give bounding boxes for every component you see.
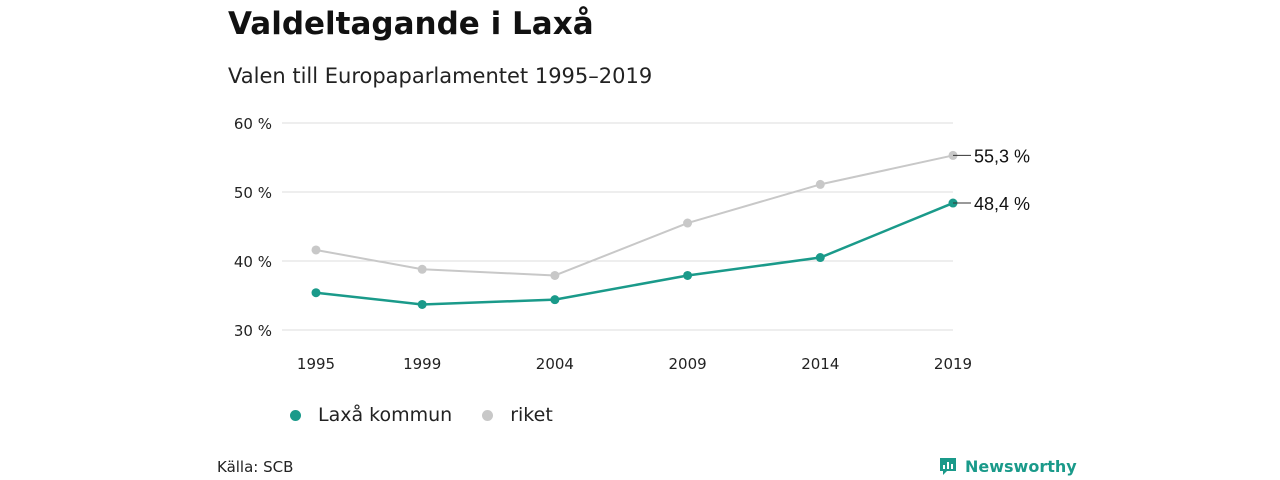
legend-label-laxa: Laxå kommun [318,404,453,426]
data-point [311,245,321,255]
chart-legend: Laxå kommun riket [290,404,553,426]
data-point [550,295,560,305]
legend-dot-laxa [290,409,301,421]
y-tick-label: 30 % [234,322,272,340]
chart-title: Valdeltagande i Laxå [228,6,594,42]
y-tick-label: 60 % [234,115,272,133]
source-note: Källa: SCB [217,458,294,476]
x-tick-label: 2004 [536,355,574,373]
series-line [315,201,954,306]
legend-label-riket: riket [510,404,553,426]
legend-item-riket: riket [482,404,553,426]
brand-logo[interactable]: Newsworthy [938,456,1077,476]
x-tick-label: 2014 [801,355,839,373]
x-tick-label: 1999 [403,355,441,373]
legend-item-laxa: Laxå kommun [290,404,452,426]
data-point [815,253,825,263]
data-point [311,288,321,298]
chart-subtitle: Valen till Europaparlamentet 1995–2019 [228,64,653,88]
end-value-label: 55,3 % [974,146,1030,166]
x-tick-label: 2009 [668,355,706,373]
data-point [815,179,825,189]
newsworthy-logo-icon [940,458,956,475]
x-tick-label: 1995 [297,355,335,373]
y-tick-label: 50 % [234,184,272,202]
legend-dot-riket [482,409,494,421]
data-point [417,299,427,309]
x-tick-label: 2019 [934,355,972,373]
data-point [550,270,560,280]
data-point [683,270,693,280]
data-point [417,264,427,274]
series-line [315,154,954,277]
data-point [683,218,693,228]
brand-name: Newsworthy [965,456,1077,476]
end-value-label: 48,4 % [974,194,1030,214]
y-tick-label: 40 % [234,253,272,271]
